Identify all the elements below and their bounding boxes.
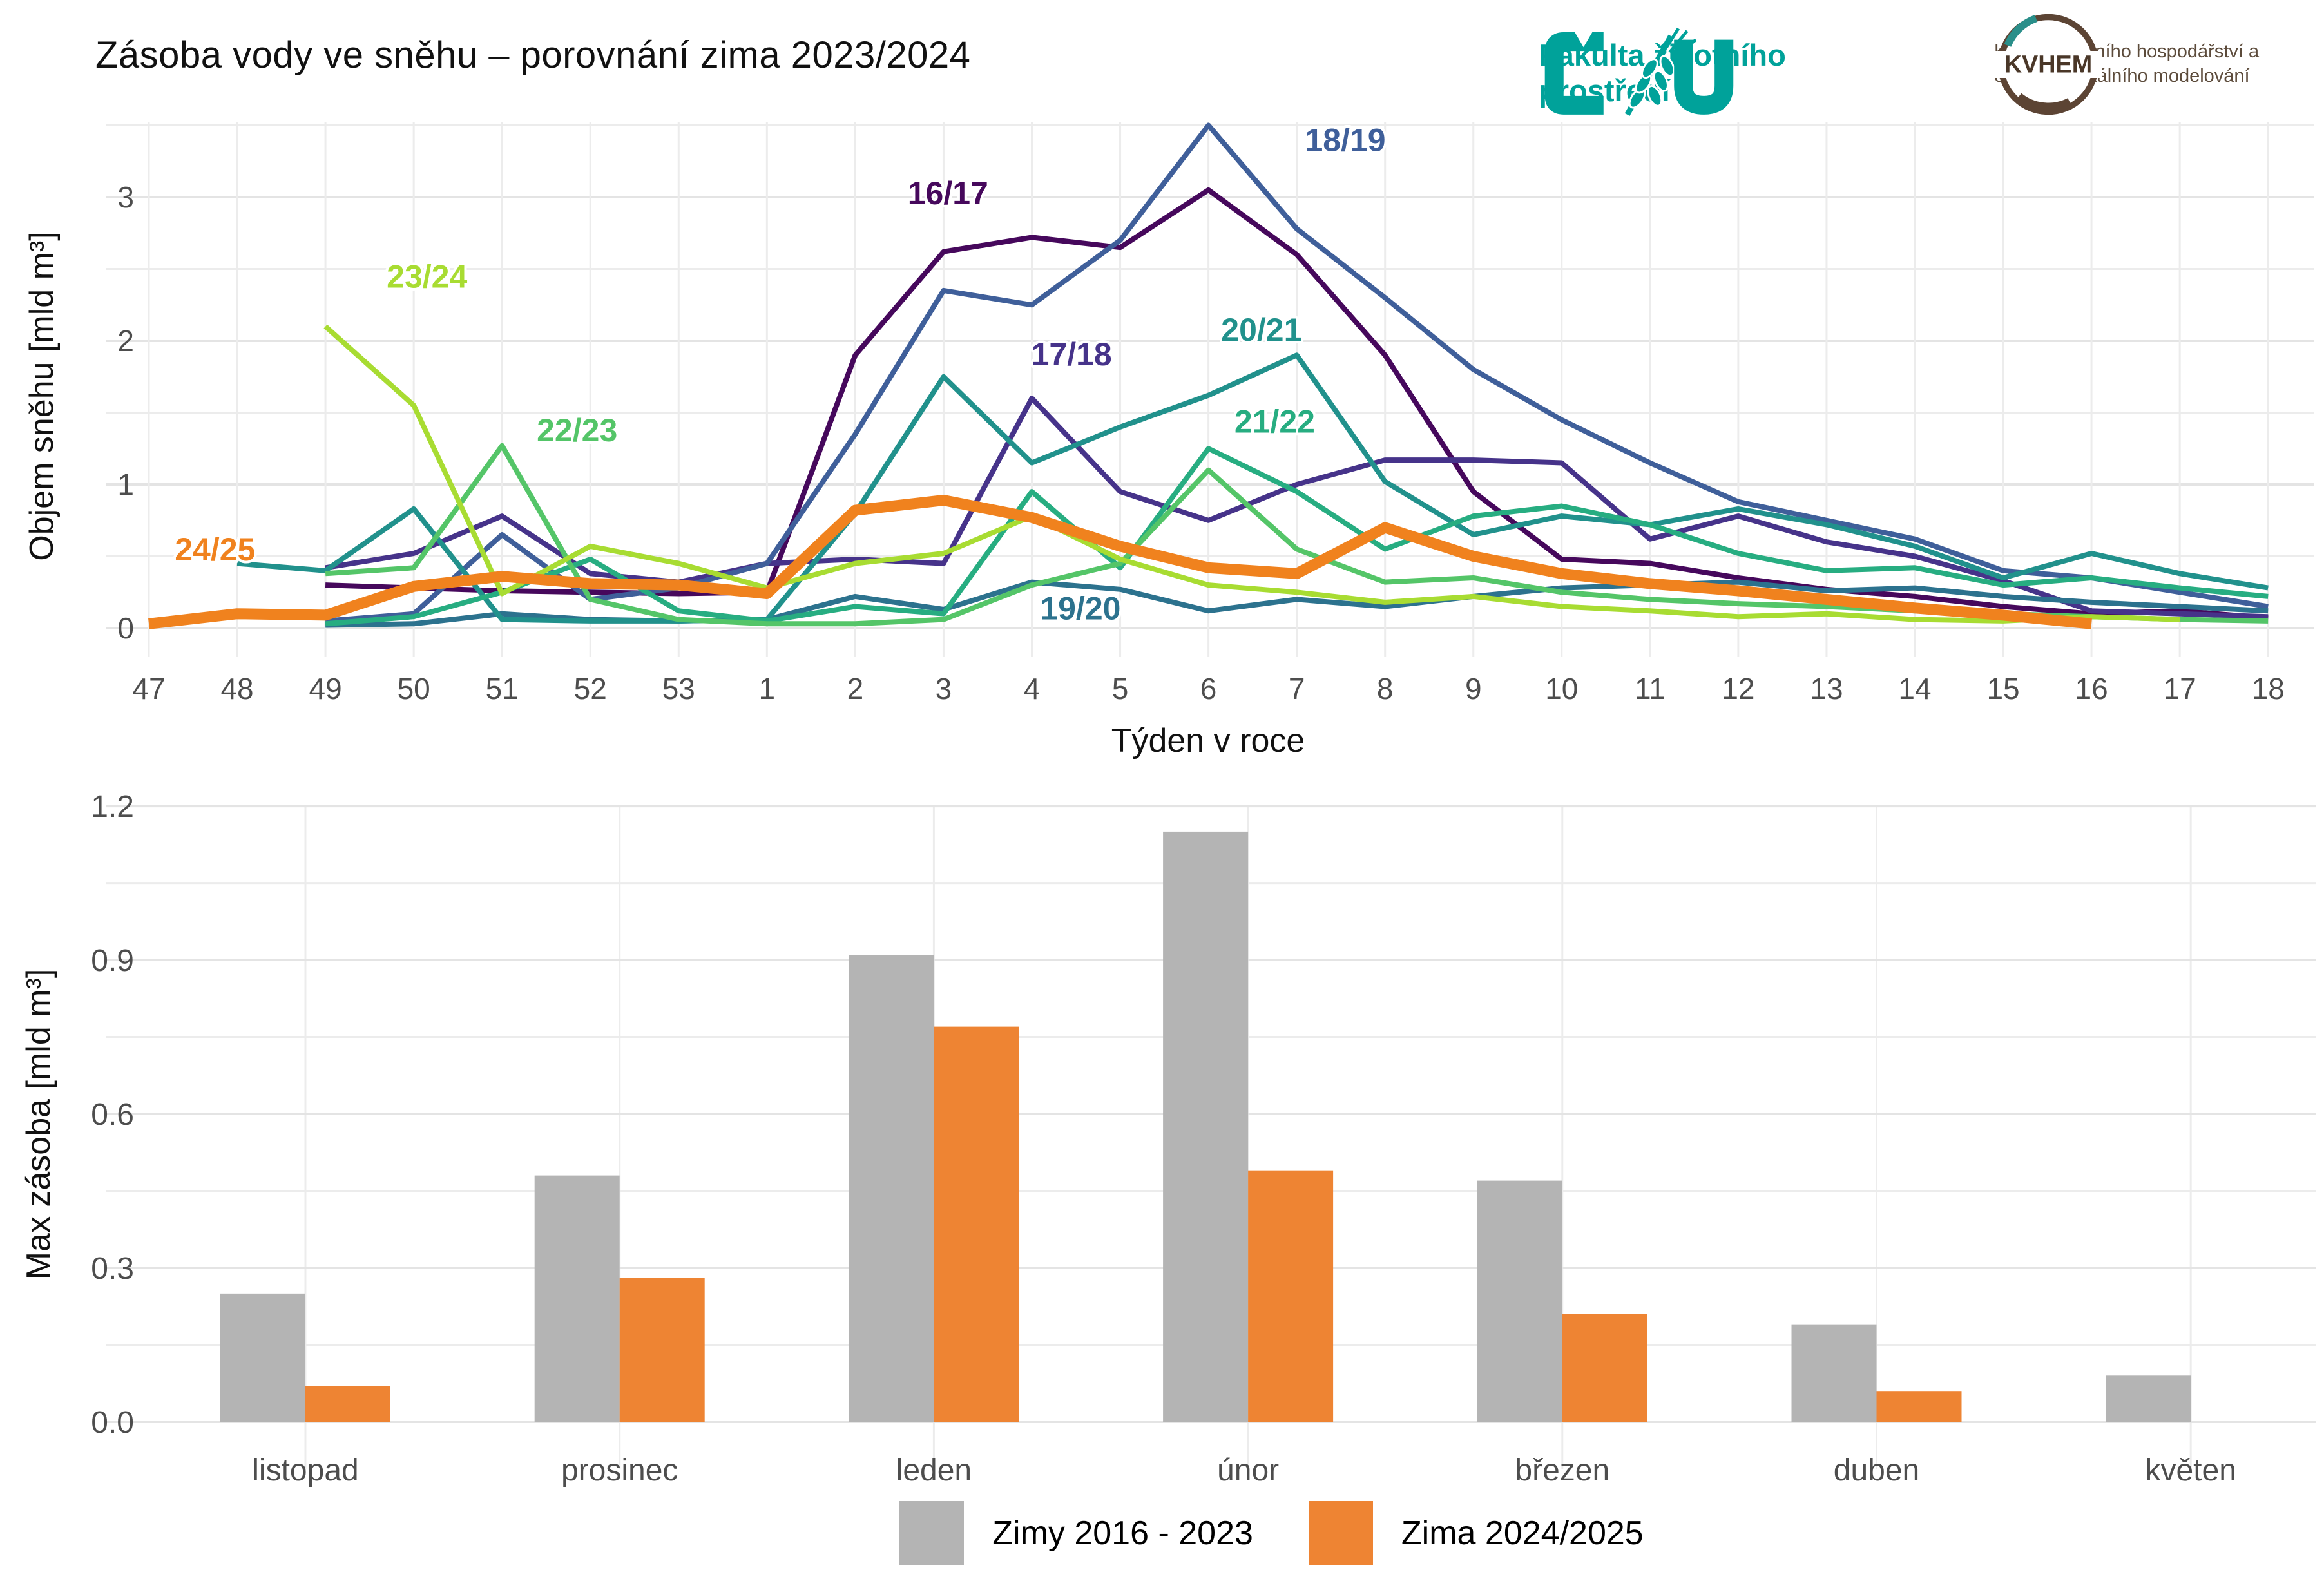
svg-text:16: 16: [2075, 672, 2108, 705]
kvhem-logo-icon: KVHEM: [1994, 14, 2102, 115]
series-label-19/20: 19/20: [1040, 591, 1120, 627]
bar-zimy-prosinec: [534, 1175, 620, 1422]
legend-swatch-orange: [1308, 1501, 1373, 1565]
series-line-23/24: [323, 324, 2180, 624]
bottom-chart-y-axis-title: Max zásoba [mld m³]: [20, 968, 57, 1280]
legend-item-gray: Zimy 2016 - 2023: [899, 1501, 1253, 1565]
svg-text:17: 17: [2164, 672, 2196, 705]
snow-volume-line-chart: 47 48 49 50 51 52 53 1 2 3 4 5 6 7 8 9 10 11 12 13 14 15 16 17 1…: [106, 120, 2314, 705]
top-chart-gridlines: [106, 122, 2314, 657]
svg-text:51: 51: [486, 672, 519, 705]
series-line-21/22: [325, 446, 2269, 627]
series-label-22/23: 22/23: [537, 412, 617, 448]
page-title: Zásoba vody ve sněhu – porovnání zima 20…: [95, 34, 971, 76]
svg-text:0.0: 0.0: [91, 1406, 134, 1440]
svg-text:1: 1: [117, 468, 134, 501]
svg-text:duben: duben: [1834, 1453, 1919, 1488]
series-label-21/22: 21/22: [1234, 404, 1315, 440]
legend-swatch-gray: [899, 1501, 965, 1565]
bar-chart-legend: Zimy 2016 - 2023 Zima 2024/2025: [110, 1501, 2324, 1565]
svg-text:0.9: 0.9: [91, 944, 134, 978]
series-line-24/25: [148, 495, 2092, 629]
series-label-23/24: 23/24: [387, 258, 467, 294]
series-label-16/17: 16/17: [908, 175, 988, 211]
svg-text:leden: leden: [896, 1453, 972, 1488]
svg-text:48: 48: [220, 672, 253, 705]
svg-text:10: 10: [1545, 672, 1578, 705]
bottom-chart-tick-labels: 0.0 0.3 0.6 0.9 1.2 listopad prosinec leden únor…: [91, 792, 2236, 1488]
legend-label-orange: Zima 2024/2025: [1401, 1515, 1644, 1552]
bar-zimy-leden: [849, 955, 934, 1422]
svg-text:18: 18: [2252, 672, 2285, 705]
bar-zima2425-prosinec: [619, 1278, 705, 1422]
svg-text:prosinec: prosinec: [561, 1453, 678, 1488]
bar-zima2425-leden: [934, 1026, 1019, 1422]
svg-text:15: 15: [1986, 672, 2019, 705]
czu-logo-block: Fakulta životního prostředí: [1539, 28, 1809, 117]
svg-text:9: 9: [1465, 672, 1482, 705]
legend-label-gray: Zimy 2016 - 2023: [992, 1515, 1253, 1552]
svg-text:2: 2: [847, 672, 864, 705]
bar-zima2425-duben: [1876, 1391, 1962, 1422]
bar-zima2425-únor: [1248, 1170, 1334, 1422]
series-label-18/19: 18/19: [1305, 122, 1385, 158]
bar-zima2425-březen: [1562, 1314, 1647, 1422]
svg-text:1.2: 1.2: [91, 792, 134, 824]
czu-logo-icon: [1544, 28, 1734, 117]
svg-text:listopad: listopad: [252, 1453, 358, 1488]
svg-text:49: 49: [309, 672, 342, 705]
bar-zimy-duben: [1791, 1324, 1877, 1422]
svg-text:4: 4: [1024, 672, 1041, 705]
top-chart-x-axis-title: Týden v roce: [1111, 722, 1305, 760]
svg-text:květen: květen: [2145, 1453, 2236, 1488]
bar-zimy-listopad: [220, 1293, 305, 1422]
svg-text:14: 14: [1898, 672, 1931, 705]
svg-text:52: 52: [574, 672, 607, 705]
top-chart-series: [148, 122, 2269, 629]
svg-text:KVHEM: KVHEM: [2004, 51, 2093, 78]
series-label-17/18: 17/18: [1032, 336, 1112, 372]
bar-zimy-březen: [1477, 1180, 1562, 1422]
series-label-20/21: 20/21: [1221, 312, 1301, 348]
top-chart-y-axis-title: Objem sněhu [mld m³]: [23, 231, 61, 561]
svg-text:53: 53: [662, 672, 695, 705]
top-chart-tick-labels: 47 48 49 50 51 52 53 1 2 3 4 5 6 7 8 9 10 11 12 13 14 15 16 17 1…: [117, 180, 2284, 705]
bar-zimy-květen: [2106, 1375, 2191, 1422]
top-chart-series-labels: 16/17 17/18 18/19 19/20 20/21 21/22 22/23 23/24…: [172, 120, 1388, 629]
svg-text:50: 50: [398, 672, 430, 705]
svg-text:2: 2: [117, 324, 134, 358]
svg-text:8: 8: [1377, 672, 1394, 705]
svg-text:0: 0: [117, 611, 134, 645]
svg-text:47: 47: [132, 672, 165, 705]
svg-text:11: 11: [1635, 672, 1666, 705]
svg-text:3: 3: [117, 180, 134, 214]
legend-item-orange: Zima 2024/2025: [1308, 1501, 1644, 1565]
svg-text:0.3: 0.3: [91, 1252, 134, 1286]
svg-text:3: 3: [936, 672, 952, 705]
bar-zimy-únor: [1163, 831, 1249, 1422]
series-line-20/21: [236, 352, 2269, 624]
svg-text:13: 13: [1810, 672, 1843, 705]
kvhem-logo-block: KVHEM Katedra vodního hospodářství a env…: [1994, 14, 2303, 115]
bottom-chart-bars: [220, 831, 2191, 1422]
svg-text:1: 1: [759, 672, 776, 705]
svg-text:12: 12: [1722, 672, 1754, 705]
svg-text:0.6: 0.6: [91, 1098, 134, 1132]
monthly-max-bar-chart: 0.0 0.3 0.6 0.9 1.2 listopad prosinec leden únor…: [91, 792, 2316, 1488]
svg-text:5: 5: [1112, 672, 1129, 705]
svg-text:březen: březen: [1515, 1453, 1609, 1488]
svg-text:6: 6: [1200, 672, 1217, 705]
bar-zima2425-listopad: [305, 1386, 390, 1422]
svg-text:únor: únor: [1217, 1453, 1279, 1488]
series-label-24/25: 24/25: [175, 531, 255, 568]
svg-text:7: 7: [1289, 672, 1305, 705]
